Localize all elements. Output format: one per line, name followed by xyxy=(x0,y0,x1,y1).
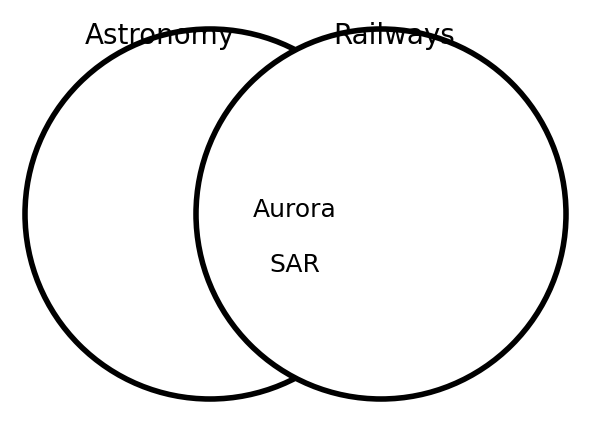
Circle shape xyxy=(25,29,395,399)
Text: Aurora: Aurora xyxy=(253,198,337,222)
Text: Railways: Railways xyxy=(333,22,455,50)
Text: SAR: SAR xyxy=(269,253,320,277)
Circle shape xyxy=(196,29,566,399)
Text: Astronomy: Astronomy xyxy=(85,22,235,50)
